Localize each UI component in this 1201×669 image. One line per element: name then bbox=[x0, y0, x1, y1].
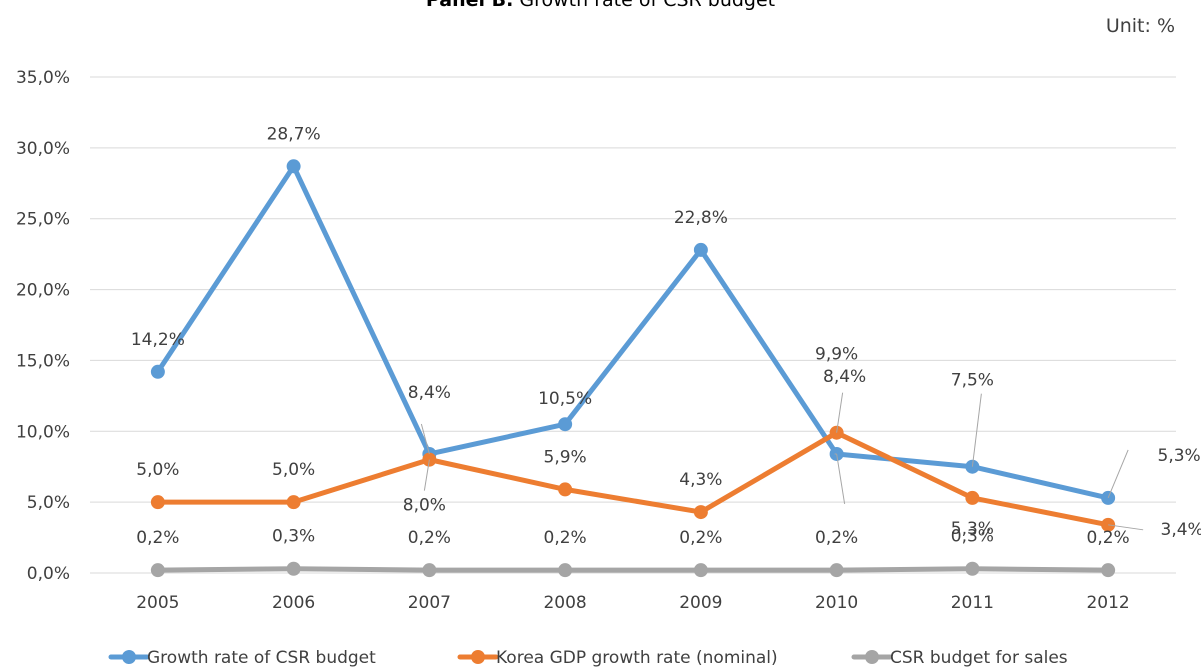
x-tick-label: 2009 bbox=[679, 593, 722, 613]
data-point-2 bbox=[965, 561, 980, 576]
data-point-0 bbox=[693, 242, 708, 257]
series-line-2 bbox=[155, 566, 1111, 573]
legend-entry: Growth rate of CSR budget bbox=[147, 648, 376, 668]
data-point-1 bbox=[558, 482, 573, 497]
data-label: 9,9% bbox=[815, 345, 858, 365]
data-point-2 bbox=[829, 563, 844, 578]
data-label: 8,0% bbox=[403, 496, 446, 516]
data-label: 10,5% bbox=[538, 389, 592, 409]
label-leader-line bbox=[971, 393, 982, 467]
x-tick-label: 2012 bbox=[1086, 593, 1129, 613]
chart-title-bold: Panel B. bbox=[425, 0, 514, 11]
data-point-1 bbox=[965, 490, 980, 505]
data-label: 0,3% bbox=[951, 527, 994, 547]
data-label: 14,2% bbox=[131, 330, 185, 350]
legend-marker bbox=[865, 650, 879, 664]
y-tick-label: 20,0% bbox=[16, 281, 70, 301]
x-tick-label: 2005 bbox=[136, 593, 179, 613]
data-point-1 bbox=[286, 495, 301, 510]
chart-title-text: Growth rate of CSR budget bbox=[519, 0, 776, 11]
data-label: 5,3% bbox=[1158, 446, 1201, 466]
y-tick-label: 10,0% bbox=[16, 422, 70, 442]
data-label: 8,4% bbox=[408, 383, 451, 403]
data-label: 5,3% bbox=[951, 519, 994, 539]
y-tick-label: 15,0% bbox=[16, 351, 70, 371]
data-point-0 bbox=[558, 417, 573, 432]
unit-label: Unit: % bbox=[1105, 15, 1175, 37]
data-label: 0,2% bbox=[815, 528, 858, 548]
y-tick-label: 30,0% bbox=[16, 139, 70, 159]
data-point-1 bbox=[150, 495, 165, 510]
x-tick-label: 2011 bbox=[951, 593, 994, 613]
data-point-0 bbox=[150, 364, 165, 379]
series-line-1 bbox=[155, 430, 1111, 528]
data-label: 4,3% bbox=[679, 470, 722, 490]
label-leader-line bbox=[836, 453, 846, 505]
data-label: 3,4% bbox=[1161, 520, 1201, 540]
data-label: 0,2% bbox=[408, 528, 451, 548]
chart-title: Panel B. Growth rate of CSR budget bbox=[0, 0, 1201, 11]
data-point-2 bbox=[422, 563, 437, 578]
data-point-0 bbox=[286, 159, 301, 174]
x-tick-label: 2007 bbox=[408, 593, 451, 613]
legend-marker bbox=[122, 650, 136, 664]
data-label: 5,9% bbox=[544, 447, 587, 467]
data-label: 0,2% bbox=[1087, 528, 1130, 548]
label-leader-line bbox=[1107, 449, 1129, 499]
data-label: 5,0% bbox=[272, 460, 315, 480]
data-point-2 bbox=[286, 561, 301, 576]
x-tick-label: 2008 bbox=[543, 593, 586, 613]
data-label: 0,3% bbox=[272, 527, 315, 547]
data-label: 0,2% bbox=[544, 528, 587, 548]
y-tick-label: 25,0% bbox=[16, 210, 70, 230]
data-point-2 bbox=[150, 563, 165, 578]
y-tick-label: 5,0% bbox=[27, 493, 70, 513]
series-line-0 bbox=[155, 163, 1111, 501]
label-leader-line bbox=[423, 459, 430, 491]
legend-entry: CSR budget for sales bbox=[890, 648, 1068, 668]
data-label: 8,4% bbox=[823, 367, 866, 387]
data-label: 0,2% bbox=[136, 528, 179, 548]
data-point-2 bbox=[693, 563, 708, 578]
data-label: 7,5% bbox=[951, 371, 994, 391]
x-tick-label: 2006 bbox=[272, 593, 315, 613]
legend-marker bbox=[471, 650, 485, 664]
legend-entry: Korea GDP growth rate (nominal) bbox=[496, 648, 778, 668]
label-leader-line bbox=[420, 423, 430, 455]
data-label: 22,8% bbox=[674, 208, 728, 228]
y-tick-label: 0,0% bbox=[27, 564, 70, 584]
data-label: 28,7% bbox=[267, 124, 321, 144]
label-leader-line bbox=[836, 392, 844, 433]
data-label: 0,2% bbox=[679, 528, 722, 548]
label-leader-line bbox=[1108, 524, 1144, 531]
y-tick-label: 35,0% bbox=[16, 68, 70, 88]
data-point-1 bbox=[693, 505, 708, 520]
data-point-2 bbox=[1101, 563, 1116, 578]
data-label: 5,0% bbox=[136, 460, 179, 480]
data-point-2 bbox=[558, 563, 573, 578]
x-tick-label: 2010 bbox=[815, 593, 858, 613]
